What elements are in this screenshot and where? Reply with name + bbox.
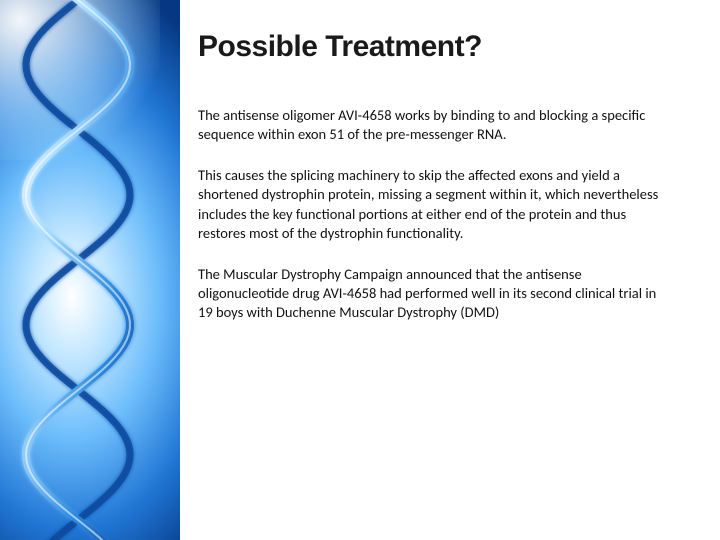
paragraph: The antisense oligomer AVI-4658 works by… [198, 106, 668, 144]
content-area: Possible Treatment? The antisense oligom… [190, 0, 710, 540]
dna-helix-svg [0, 0, 180, 540]
paragraph: The Muscular Dystrophy Campaign announce… [198, 265, 668, 322]
slide: Possible Treatment? The antisense oligom… [0, 0, 720, 540]
dna-helix-graphic [0, 0, 180, 540]
slide-title: Possible Treatment? [198, 30, 686, 64]
paragraph: This causes the splicing machinery to sk… [198, 166, 668, 243]
